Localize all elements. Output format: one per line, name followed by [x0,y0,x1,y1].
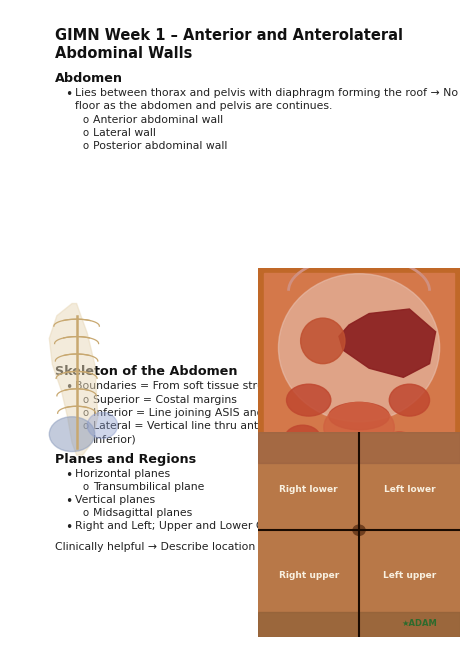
Text: Horizontal planes: Horizontal planes [75,469,170,479]
Text: ★ADAM: ★ADAM [401,619,438,628]
Text: •: • [65,381,72,394]
Text: Posterior abdominal wall: Posterior abdominal wall [93,141,228,151]
Text: o: o [83,508,89,518]
Ellipse shape [49,417,95,452]
Text: Right lower: Right lower [279,485,338,494]
Text: Boundaries = From soft tissue structure.: Boundaries = From soft tissue structure. [75,381,295,391]
Text: Abdomen: Abdomen [55,72,123,85]
Text: o: o [83,141,89,151]
Text: Abdominal Walls: Abdominal Walls [55,46,192,61]
Text: ★ADAM: ★ADAM [401,478,438,486]
Ellipse shape [301,318,345,364]
Text: Lateral = Vertical line thru anterior iliac spines (Superior and: Lateral = Vertical line thru anterior il… [93,421,425,431]
Bar [258,432,460,463]
Text: •: • [65,88,72,101]
Text: Lateral wall: Lateral wall [93,128,156,138]
Text: •: • [65,495,72,508]
Text: Clinically helpful → Describe location of pain; incision: Clinically helpful → Describe location o… [55,542,345,552]
Text: Transumbilical plane: Transumbilical plane [93,482,204,492]
Ellipse shape [279,273,439,422]
Text: o: o [83,421,89,431]
Text: o: o [83,482,89,492]
Text: •: • [65,469,72,482]
Text: Lies between thorax and pelvis with diaphragm forming the roof → No: Lies between thorax and pelvis with diap… [75,88,458,98]
Ellipse shape [329,403,389,429]
Text: Left lower: Left lower [383,485,435,494]
Text: GIMN Week 1 – Anterior and Anterolateral: GIMN Week 1 – Anterior and Anterolateral [55,28,403,43]
Text: o: o [83,128,89,138]
Text: Skeleton of the Abdomen: Skeleton of the Abdomen [55,365,237,378]
Polygon shape [49,304,98,455]
Ellipse shape [327,444,371,466]
Text: Anterior abdominal wall: Anterior abdominal wall [93,115,223,125]
Text: o: o [83,408,89,418]
Text: Superior = Costal margins: Superior = Costal margins [93,395,237,405]
Text: o: o [83,115,89,125]
Bar [258,612,460,636]
Text: Inferior = Line joining ASIS and pubic symphysis: Inferior = Line joining ASIS and pubic s… [93,408,357,418]
Text: Right and Left; Upper and Lower Quadrants: Right and Left; Upper and Lower Quadrant… [75,521,313,531]
Polygon shape [339,309,436,377]
Text: floor as the abdomen and pelvis are continues.: floor as the abdomen and pelvis are cont… [75,101,332,111]
Ellipse shape [389,384,429,416]
Text: Vertical planes: Vertical planes [75,495,155,505]
Ellipse shape [284,425,321,452]
Text: o: o [83,395,89,405]
Text: Left upper: Left upper [383,571,436,580]
Text: Planes and Regions: Planes and Regions [55,453,196,466]
Ellipse shape [286,384,331,416]
Ellipse shape [324,403,394,452]
Text: Midsagittal planes: Midsagittal planes [93,508,192,518]
Text: Inferior): Inferior) [93,434,137,444]
Ellipse shape [381,432,418,460]
Text: Right upper: Right upper [279,571,339,580]
Ellipse shape [87,412,118,438]
Ellipse shape [353,525,365,535]
Text: •: • [65,521,72,534]
